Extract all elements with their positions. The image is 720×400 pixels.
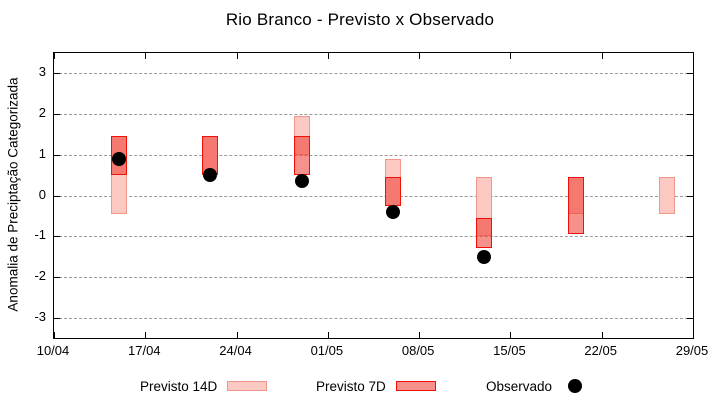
x-tick-top	[601, 53, 603, 59]
gridline	[54, 236, 693, 238]
x-tick-bottom	[419, 332, 421, 338]
x-tick-bottom	[693, 332, 694, 338]
previsto-7d-bar	[476, 217, 493, 249]
legend-label-previsto-14d: Previsto 14D	[140, 378, 218, 394]
x-tick-top	[327, 53, 329, 59]
y-tick-label: 2	[38, 105, 46, 121]
gridline	[54, 276, 693, 278]
legend-label-observado: Observado	[486, 378, 553, 394]
legend-item-previsto-14d: Previsto 14D	[140, 376, 268, 396]
x-tick-bottom	[145, 332, 147, 338]
y-tick-right	[687, 236, 693, 238]
x-tick-label: 08/05	[401, 343, 435, 358]
plot-area	[53, 52, 694, 339]
x-tick-bottom	[601, 332, 603, 338]
observado-point	[386, 204, 401, 219]
x-tick-top	[54, 53, 55, 59]
x-tick-bottom	[510, 332, 512, 338]
previsto-14d-bar	[658, 177, 675, 214]
observado-point	[112, 151, 127, 166]
x-tick-label: 24/04	[219, 343, 252, 358]
y-tick-left	[54, 317, 60, 319]
gridline	[54, 114, 693, 116]
x-tick-top	[145, 53, 147, 59]
y-tick-right	[687, 276, 693, 278]
x-tick-top	[236, 53, 238, 59]
previsto-14d-swatch	[227, 381, 268, 391]
x-tick-label: 17/04	[128, 343, 161, 358]
previsto-7d-bar	[385, 177, 402, 206]
previsto-7d-bar	[293, 136, 310, 176]
previsto-7d-swatch	[395, 381, 436, 391]
observado-point	[203, 168, 218, 183]
gridline	[54, 317, 693, 319]
x-tick-label: 29/05	[675, 343, 709, 358]
legend-item-observado: Observado	[486, 376, 583, 396]
y-tick-right	[687, 73, 693, 75]
observado-point	[477, 249, 492, 264]
x-tick-label: 01/05	[310, 343, 344, 358]
legend-item-previsto-7d: Previsto 7D	[316, 376, 436, 396]
previsto-7d-bar	[567, 177, 584, 235]
x-tick-label: 15/05	[493, 343, 526, 358]
y-tick-left	[54, 154, 60, 156]
y-tick-left	[54, 73, 60, 75]
gridline	[54, 154, 693, 156]
chart-title: Rio Branco - Previsto x Observado	[225, 10, 495, 29]
y-tick-label: 0	[38, 186, 46, 202]
y-tick-left	[54, 236, 60, 238]
x-tick-bottom	[327, 332, 329, 338]
x-tick-label: 10/04	[36, 343, 70, 358]
y-tick-label: 1	[38, 145, 46, 161]
observado-point	[294, 174, 309, 189]
gridline	[54, 73, 693, 75]
legend-label-previsto-7d: Previsto 7D	[316, 378, 386, 394]
y-tick-label: -1	[34, 227, 46, 243]
gridline	[54, 195, 693, 197]
y-tick-label: -2	[34, 267, 46, 283]
y-tick-right	[687, 317, 693, 319]
x-tick-top	[419, 53, 421, 59]
y-tick-right	[687, 114, 693, 116]
x-tick-bottom	[54, 332, 55, 338]
y-tick-label: 3	[38, 64, 46, 80]
x-tick-top	[693, 53, 694, 59]
x-tick-bottom	[236, 332, 238, 338]
y-tick-right	[687, 154, 693, 156]
y-tick-right	[687, 195, 693, 197]
y-tick-left	[54, 195, 60, 197]
y-tick-left	[54, 114, 60, 116]
y-tick-left	[54, 276, 60, 278]
x-tick-label: 22/05	[584, 343, 617, 358]
x-tick-top	[510, 53, 512, 59]
y-tick-label: -3	[34, 308, 46, 324]
observado-legend-dot	[568, 379, 583, 393]
